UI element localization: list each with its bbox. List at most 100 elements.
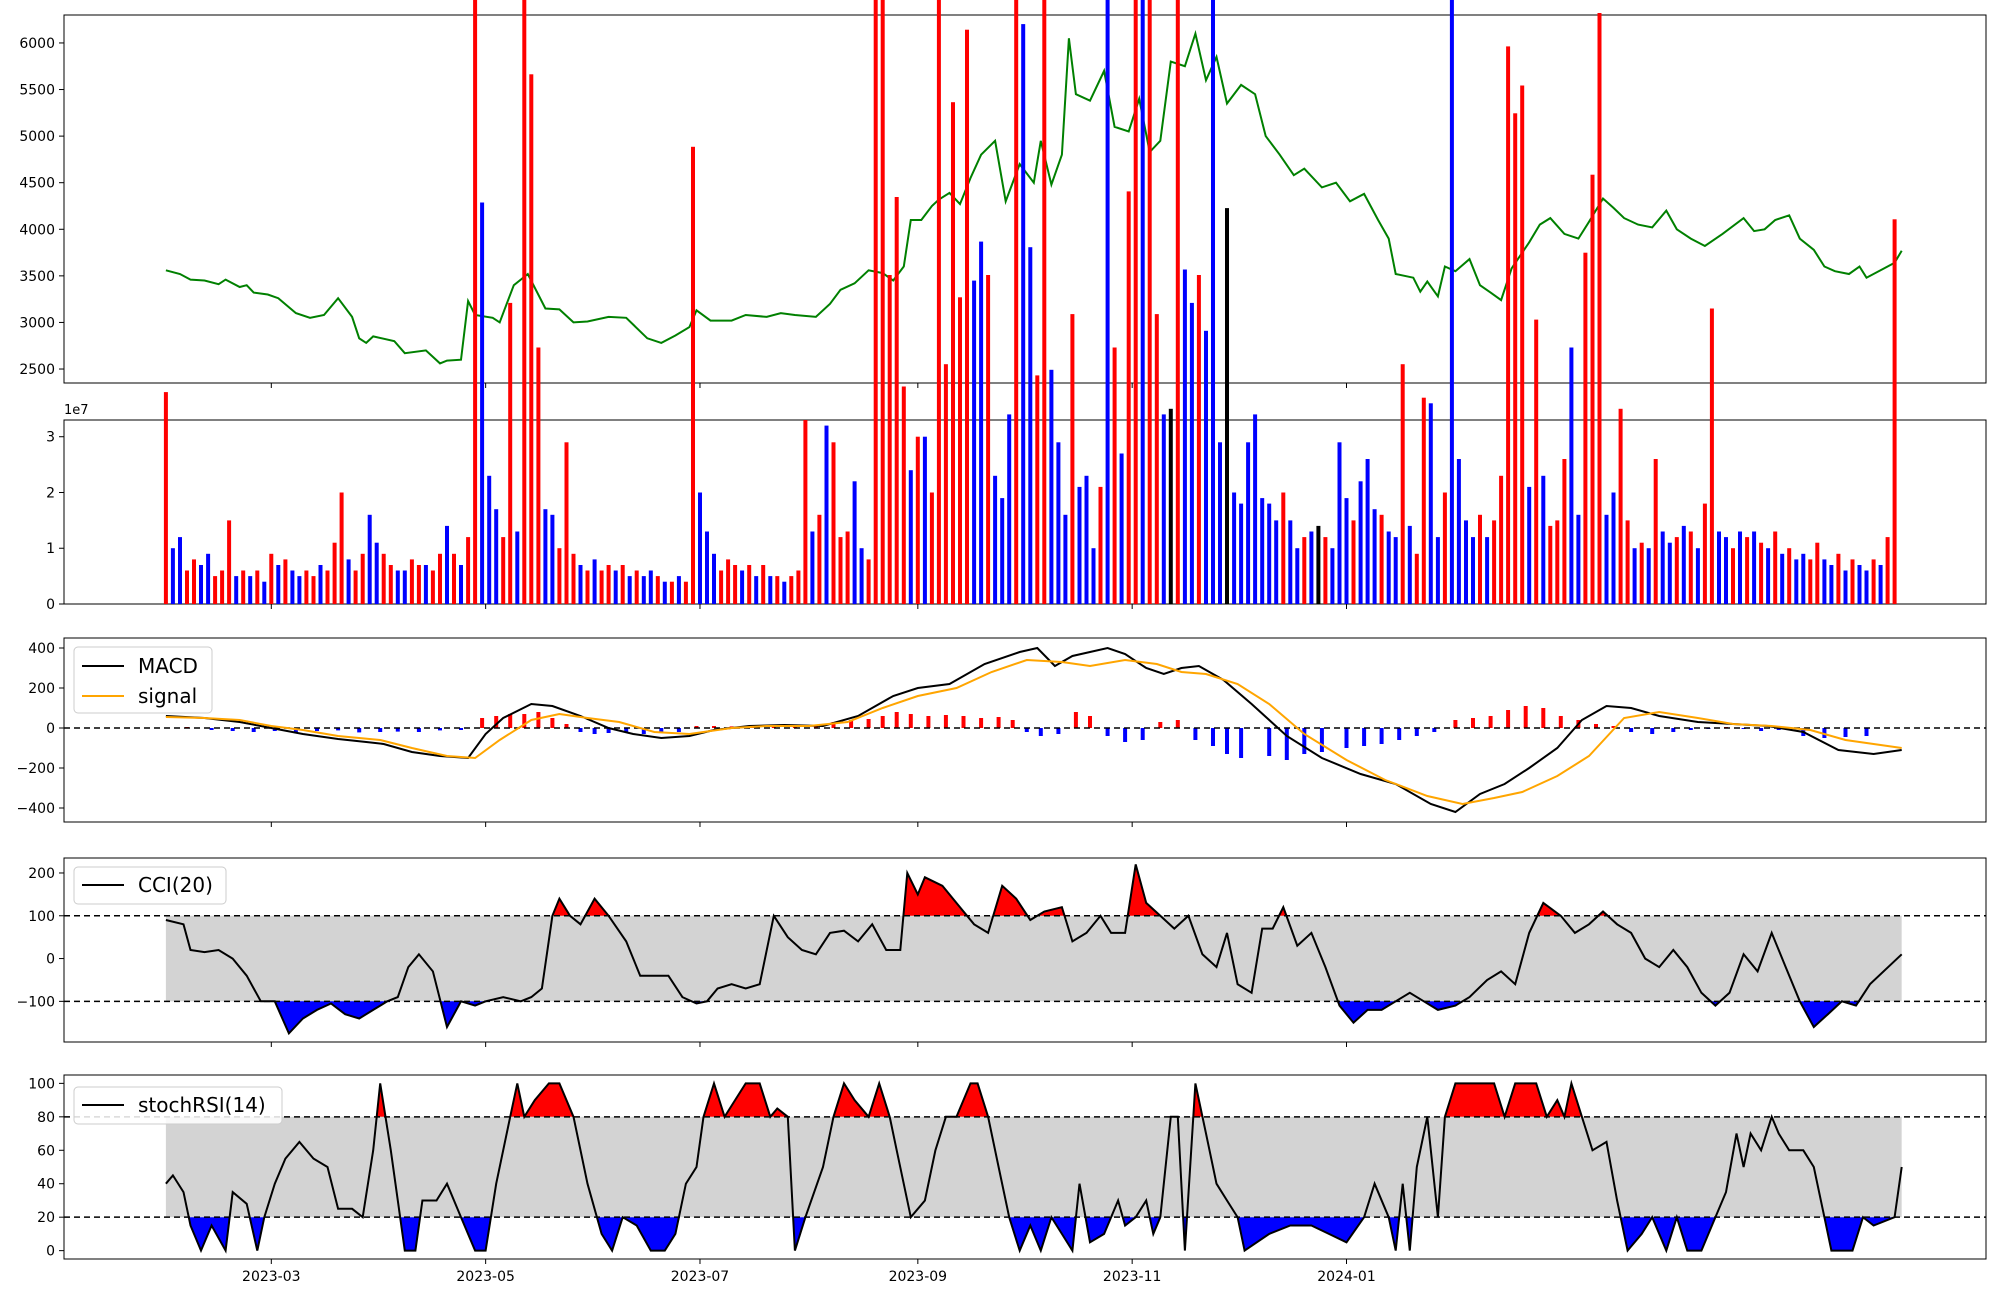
volume-bar [1829, 565, 1834, 604]
volume-bar [1625, 520, 1630, 604]
volume-bar [452, 553, 456, 604]
volume-bar [740, 570, 745, 604]
price-y-tick-label: 3000 [19, 315, 55, 331]
volume-bar [185, 570, 189, 604]
volume-bar [543, 509, 548, 604]
macd-histogram-bar [251, 728, 256, 732]
price-y-tick-label: 4500 [19, 176, 55, 192]
volume-bar [1274, 520, 1279, 604]
volume-bar [1196, 275, 1201, 604]
volume-bar [1260, 498, 1265, 604]
volume-bar [936, 0, 941, 604]
volume-bar [1091, 548, 1096, 604]
stochrsi-oversold-fill [1676, 1217, 1716, 1251]
stochrsi-legend-label: stochRSI(14) [138, 1093, 266, 1117]
volume-bar [599, 570, 604, 604]
volume-bar [796, 570, 801, 604]
stochrsi-line [165, 1079, 1903, 1254]
volume-bar [241, 570, 246, 604]
x-tick-label: 2023-11 [1103, 1269, 1162, 1285]
volume-bar [1520, 85, 1525, 604]
volume-bar [290, 570, 295, 604]
volume-bar [1154, 314, 1159, 604]
macd-histogram-bar [813, 726, 818, 728]
volume-bar [1084, 475, 1089, 604]
volume-bar [1421, 397, 1426, 604]
volume-bar [1218, 442, 1222, 604]
macd-y-tick-label: −200 [17, 761, 55, 777]
volume-bar [234, 576, 239, 604]
volume-bar [1766, 548, 1771, 604]
volume-bar [1801, 553, 1806, 604]
volume-bar [360, 553, 365, 604]
volume-bar [1674, 537, 1679, 604]
cci-overbought-fill [585, 898, 609, 916]
volume-bar [1456, 459, 1461, 604]
volume-bar [1414, 553, 1419, 604]
volume-bar [880, 0, 885, 604]
macd-histogram-bar [996, 717, 1001, 728]
volume-bar [1063, 514, 1068, 604]
volume-bar [1372, 509, 1377, 604]
volume-bar [283, 559, 288, 604]
macd-histogram-bar [1843, 728, 1848, 737]
volume-bar [276, 565, 281, 604]
macd-legend-label: MACD [138, 654, 198, 678]
volume-bar [1485, 537, 1490, 604]
macd-histogram-bar [508, 714, 513, 728]
stochrsi-overbought-fill [770, 1108, 788, 1117]
price-y-tick-label: 4000 [19, 222, 55, 238]
stochrsi-y-tick-label: 60 [37, 1143, 55, 1159]
volume-bar [1843, 570, 1848, 604]
volume-bar [1604, 514, 1609, 604]
volume-bar [480, 202, 485, 604]
cci-panel: CCI(20) −100 0 100 200 [17, 857, 1987, 1047]
volume-bar [297, 576, 302, 604]
cci-legend-label: CCI(20) [138, 873, 213, 897]
x-tick-label: 2023-09 [889, 1269, 948, 1285]
macd-histogram-bar [1541, 708, 1546, 728]
macd-histogram-bar [1432, 728, 1437, 732]
volume-bar [1281, 492, 1286, 604]
volume-bar [529, 74, 534, 605]
macd-histogram-bar [494, 716, 499, 728]
volume-bar [943, 364, 948, 604]
volume-bar [515, 531, 520, 604]
macd-histogram-bar [336, 728, 341, 731]
volume-bar [1878, 565, 1883, 604]
volume-bar [1492, 520, 1497, 604]
volume-bar [852, 481, 857, 604]
macd-axes-frame [63, 637, 1987, 823]
macd-histogram-bar [1776, 728, 1781, 730]
volume-bar [691, 146, 695, 605]
price-y-tick-label: 2500 [19, 362, 55, 378]
macd-histogram-bar [1558, 716, 1563, 728]
volume-bar [1885, 537, 1890, 604]
volume-bar [901, 386, 906, 604]
macd-histogram-bar [1506, 710, 1511, 728]
volume-bar [508, 302, 513, 604]
macd-histogram-bar [676, 728, 681, 732]
macd-histogram-bar [1650, 728, 1655, 734]
volume-bar [1695, 548, 1700, 604]
volume-bar [922, 436, 927, 604]
stochrsi-overbought-fill [524, 1083, 574, 1117]
volume-bar [1709, 308, 1714, 604]
x-tick-label: 2023-03 [242, 1269, 301, 1285]
volume-bar [1049, 369, 1054, 604]
volume-bar [1808, 559, 1813, 604]
macd-histogram-bar [1175, 720, 1180, 728]
volume-bar [1653, 459, 1658, 604]
volume-bar [662, 581, 667, 604]
macd-histogram-bar [592, 728, 597, 734]
volume-bar [705, 531, 709, 604]
macd-histogram-bar [1123, 728, 1128, 742]
macd-y-tick-label: −400 [17, 801, 55, 817]
volume-bar [1112, 347, 1117, 604]
macd-histogram-bar [378, 728, 383, 732]
macd-histogram-bar [1362, 728, 1367, 746]
x-tick-label: 2023-05 [456, 1269, 515, 1285]
volume-bar [1393, 537, 1398, 604]
cci-y-tick-label: 0 [46, 952, 55, 968]
volume-bar [1140, 0, 1145, 605]
